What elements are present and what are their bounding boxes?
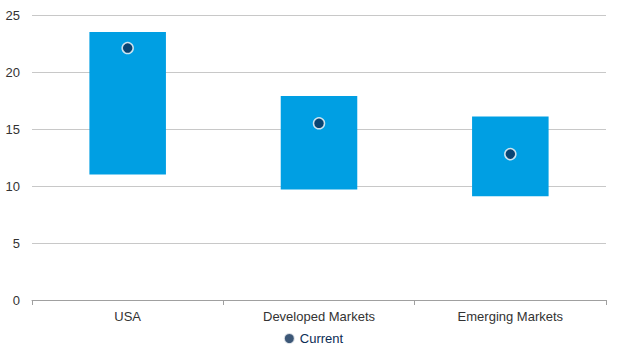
svg-text:Developed Markets: Developed Markets bbox=[263, 309, 375, 324]
svg-text:Emerging Markets: Emerging Markets bbox=[458, 309, 564, 324]
svg-text:10: 10 bbox=[6, 179, 20, 194]
svg-text:15: 15 bbox=[6, 122, 20, 137]
svg-text:20: 20 bbox=[6, 65, 20, 80]
svg-text:USA: USA bbox=[114, 309, 141, 324]
svg-text:Current: Current bbox=[300, 331, 344, 346]
svg-text:0: 0 bbox=[13, 293, 20, 308]
svg-text:5: 5 bbox=[13, 236, 20, 251]
svg-text:25: 25 bbox=[6, 8, 20, 23]
